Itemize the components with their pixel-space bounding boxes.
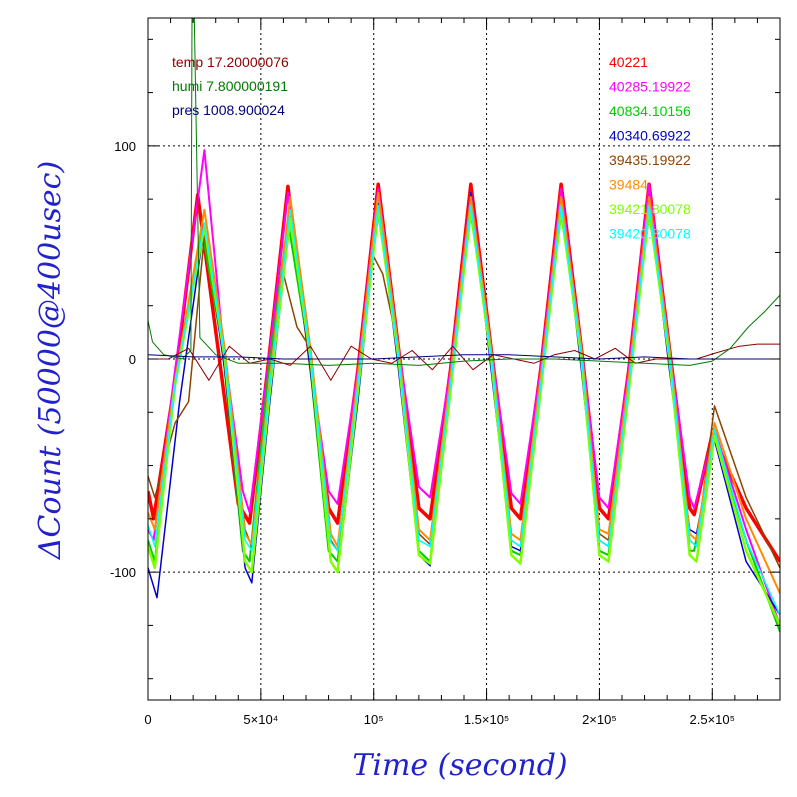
series-line xyxy=(148,343,780,381)
series-legend-entry: 40834.10156 xyxy=(609,103,691,119)
x-tick-label: 10⁵ xyxy=(364,712,384,727)
series-legend-entry: 39484 xyxy=(609,177,648,193)
y-tick-label: 0 xyxy=(129,352,136,367)
series-legend-entry: 39420.80078 xyxy=(609,226,691,242)
axis-ticks xyxy=(148,18,780,700)
x-tick-label: 0 xyxy=(144,712,151,727)
env-legend-entry: temp 17.20000076 xyxy=(172,54,289,70)
series-line xyxy=(148,18,780,366)
series-legend-entry: 39421.80078 xyxy=(609,201,691,217)
x-tick-label: 5×10⁴ xyxy=(243,712,278,727)
x-axis-title: Time (second) xyxy=(352,748,567,783)
env-legend-entry: humi 7.800000191 xyxy=(172,78,288,94)
series-legend-entry: 40340.69922 xyxy=(609,128,691,144)
series-legend: 40221 40285.19922 40834.10156 40340.69922 39… xyxy=(609,54,691,242)
x-tick-label: 2.5×10⁵ xyxy=(690,712,736,727)
series-line xyxy=(148,354,780,360)
series-legend-entry: 39435.19922 xyxy=(609,152,691,168)
series-legend-entry: 40285.19922 xyxy=(609,79,691,95)
y-tick-label: 100 xyxy=(114,139,136,154)
y-axis-title: ΔCount (50000@400usec) xyxy=(33,161,68,560)
series-layer xyxy=(148,18,780,633)
env-legend-entry: pres 1008.900024 xyxy=(172,102,285,118)
series-line xyxy=(148,191,780,594)
y-tick-label: -100 xyxy=(110,565,136,580)
x-tick-label: 1.5×10⁵ xyxy=(464,712,510,727)
series-legend-entry: 40221 xyxy=(609,54,648,70)
env-legend: temp 17.20000076 humi 7.800000191 pres 100… xyxy=(172,54,289,118)
y-tick-labels: 100 0 -100 xyxy=(110,139,136,580)
series-line xyxy=(148,204,780,616)
x-tick-labels: 0 5×10⁴ 10⁵ 1.5×10⁵ 2×10⁵ 2.5×10⁵ xyxy=(144,712,735,727)
x-tick-label: 2×10⁵ xyxy=(582,712,617,727)
